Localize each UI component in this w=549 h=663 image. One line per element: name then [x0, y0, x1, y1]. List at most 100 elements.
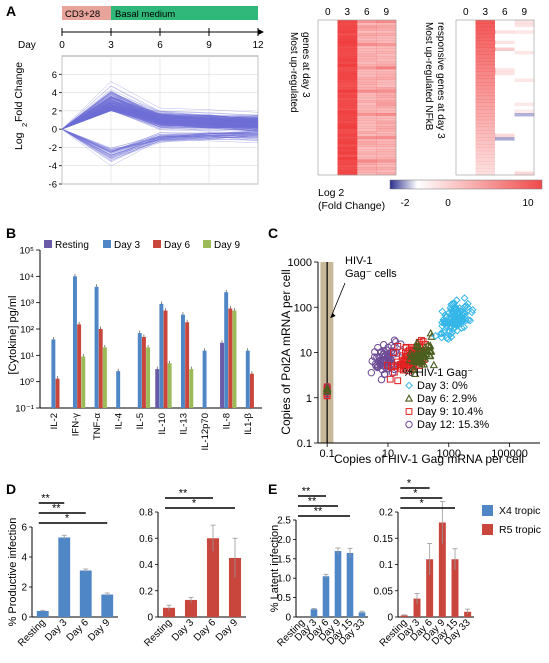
heatmap-up-cell — [357, 136, 377, 140]
heatmap-up-cell — [376, 22, 397, 26]
b-legend-label: Day 3 — [114, 240, 141, 251]
panel-label-e: E — [268, 481, 277, 497]
heatmap-up-cell — [318, 71, 338, 75]
heatmap-nfkb-cell — [456, 78, 476, 83]
heatmap-nfkb-cell — [495, 171, 515, 176]
heatmap-up-cell — [376, 102, 397, 106]
heatmap-nfkb-cell — [456, 168, 476, 172]
heatmap-up-cell — [318, 45, 338, 49]
b-bar — [224, 292, 229, 408]
heatmap-up-cell — [318, 115, 338, 119]
heatmap-up-cell — [357, 43, 377, 47]
b-legend-swatch — [153, 240, 161, 248]
c-xtick-label: 10 — [382, 448, 394, 460]
heatmap-nfkb-cell — [514, 157, 535, 162]
heatmap-up-cell — [318, 27, 338, 31]
E_r5-bar — [413, 598, 421, 617]
heatmap-up-cell — [357, 53, 377, 57]
c-point — [426, 346, 436, 354]
heatmap-nfkb-cell — [475, 23, 496, 28]
E_x4-ytick-label: 2.0 — [277, 535, 291, 546]
heatmap-up-cell — [357, 162, 377, 165]
heatmap-nfkb-cell — [514, 109, 535, 114]
heatmap-up-cell — [357, 131, 377, 134]
colorbar-tick: -2 — [401, 198, 410, 209]
heatmap-up-cell — [376, 169, 397, 173]
heatmap-nfkb-cell — [495, 102, 515, 107]
heatmap-up-cell — [357, 125, 377, 129]
b-bar — [163, 310, 168, 408]
heatmap-up-cell — [318, 151, 338, 155]
c-point — [401, 364, 409, 372]
heatmap-nfkb-cell — [456, 119, 476, 124]
heatmap-up-cell — [318, 58, 338, 62]
c-legend-label: Day 3: 0% — [417, 380, 468, 392]
heatmap-nfkb-cell — [456, 95, 476, 100]
heatmap-up-cell — [357, 156, 377, 160]
timeline-ytick-label: 4 — [52, 88, 57, 99]
D_x4-category-label: Day 3 — [43, 617, 70, 644]
heatmap-up-cell — [357, 144, 377, 147]
E_r5-ytick-label: 0 — [387, 613, 393, 624]
heatmap-up-cell — [337, 105, 358, 109]
E_x4-ytick-label: 1.0 — [277, 574, 291, 585]
c-point — [447, 333, 456, 341]
b-category-label: IL-10 — [157, 413, 168, 435]
c-annotation: HIV-1 — [345, 255, 373, 267]
heatmap-up-cell — [357, 74, 377, 78]
b-bar — [189, 369, 194, 408]
e-legend-swatch — [482, 505, 493, 516]
colorbar-title: (Fold Change) — [318, 200, 385, 212]
c-annotation: Gag⁻ cells — [345, 268, 397, 280]
c-ytick-label: 1 — [306, 393, 312, 405]
timeline-ytick-label: 2 — [52, 106, 57, 117]
E_r5-significance-label: * — [407, 478, 412, 490]
panel-label-c: C — [268, 225, 278, 241]
c-point — [460, 294, 469, 302]
heatmap-nfkb-cell — [514, 20, 535, 24]
heatmap-up-cell — [357, 51, 377, 54]
heatmap-nfkb-cell — [475, 54, 496, 59]
heatmap-nfkb-cell — [456, 30, 476, 35]
heatmap-up-cell — [337, 159, 358, 163]
E_x4-significance-label: ** — [308, 496, 317, 508]
heatmap-nfkb-cell — [456, 68, 476, 72]
heatmap-up-cell — [376, 53, 397, 57]
heatmap-nfkb-cell — [475, 95, 496, 100]
E_r5-significance-label: * — [420, 498, 425, 510]
heatmap-nfkb-cell — [495, 168, 515, 172]
heatmap-up-cell — [376, 136, 397, 140]
heatmap-up-cell — [357, 87, 377, 91]
D_r5-ytick-label: 0.6 — [139, 534, 153, 545]
heatmap-up-cell — [337, 118, 358, 122]
gene-line — [61, 100, 259, 130]
heatmap-up-cell — [376, 128, 397, 132]
day-tick-label: 12 — [252, 40, 264, 51]
heatmap-up-cell — [318, 172, 338, 176]
heatmap-nfkb-cell — [495, 88, 515, 93]
heatmap-up-col-label: 0 — [325, 7, 331, 18]
heatmap-nfkb-cell — [475, 82, 496, 86]
heatmap-nfkb-cell — [514, 57, 535, 62]
heatmap-nfkb-cell — [475, 61, 496, 66]
D_r5-ytick-label: 0 — [147, 613, 153, 624]
c-point — [451, 313, 459, 322]
c-series-1 — [431, 294, 477, 343]
b-category-label: IL1-β — [243, 412, 254, 434]
E_r5-bar — [426, 559, 434, 617]
heatmap-up-cell — [337, 48, 358, 52]
heatmap-up-cell — [318, 164, 338, 168]
c-point — [386, 375, 394, 383]
b-bar — [181, 314, 185, 408]
heatmap-up-cell — [376, 87, 397, 91]
heatmap-up-cell — [376, 38, 397, 41]
heatmap-nfkb-cell — [514, 113, 535, 117]
heatmap-nfkb-cell — [456, 140, 476, 145]
heatmap-up-cell — [337, 149, 358, 153]
heatmap-up-cell — [376, 35, 397, 39]
D_r5-ytick-label: 0.2 — [139, 586, 153, 597]
heatmap-up-cell — [376, 82, 397, 85]
heatmap-up-cell — [318, 79, 338, 83]
c-legend-title: % HIV-1 Gag⁻ — [403, 367, 473, 379]
heatmap-nfkb-cell — [514, 78, 535, 83]
